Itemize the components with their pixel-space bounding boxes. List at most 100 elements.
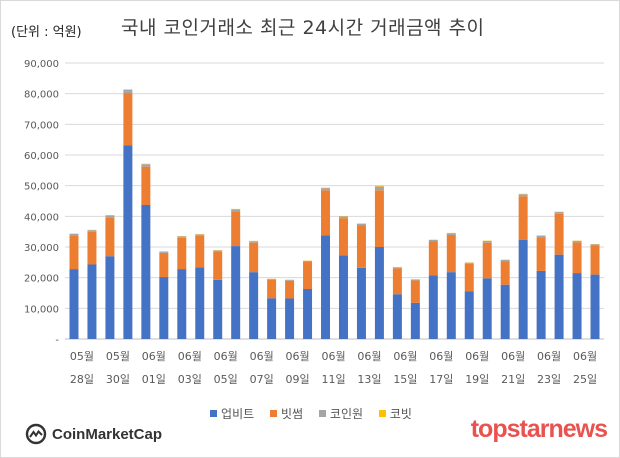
bar-segment xyxy=(141,164,151,167)
bar-segment xyxy=(141,204,151,339)
bar-segment xyxy=(285,280,295,299)
bar-segment xyxy=(267,279,277,299)
y-tick-label: 60,000 xyxy=(24,151,59,162)
bar-segment xyxy=(267,298,277,339)
bar-segment xyxy=(428,275,438,339)
bar-segment xyxy=(428,241,438,276)
bar-segment xyxy=(536,235,546,238)
bar-segment xyxy=(356,223,366,226)
bar-segment xyxy=(69,269,79,339)
bar-segment xyxy=(249,242,259,273)
legend-item-korbit: 코빗 xyxy=(378,405,412,422)
bar-segment xyxy=(500,261,510,285)
bar-segment xyxy=(303,260,313,263)
bar-segment xyxy=(249,241,259,243)
bar-segment xyxy=(69,235,79,270)
bar-segment xyxy=(500,259,510,262)
legend-item-bithumb: 빗썸 xyxy=(269,405,304,422)
x-tick-label-month: 06월 xyxy=(393,350,417,363)
coinmarketcap-logo-icon xyxy=(25,423,47,445)
y-tick-label: 20,000 xyxy=(24,274,59,285)
bar-segment xyxy=(213,251,223,280)
bar-segment xyxy=(177,269,187,339)
legend-swatch xyxy=(318,410,326,417)
bar-segment xyxy=(195,234,205,236)
bar-segment xyxy=(159,252,169,278)
y-tick-label: 30,000 xyxy=(24,243,59,254)
x-tick-label-day: 30일 xyxy=(106,372,130,386)
bar-segment xyxy=(572,242,582,274)
bar-segment xyxy=(392,294,402,339)
legend-label: 업비트 xyxy=(221,407,255,421)
topstarnews-logo: topstarnews xyxy=(470,415,608,443)
x-tick-label-month: 06월 xyxy=(321,350,345,363)
bar-segment xyxy=(177,236,187,238)
bar-segment xyxy=(428,239,438,242)
bar-segment xyxy=(123,89,133,90)
bar-segment xyxy=(321,235,331,339)
bar-segment xyxy=(195,235,205,268)
legend-swatch xyxy=(210,410,218,417)
legend-item-coinone: 코인원 xyxy=(318,405,364,422)
bar-segment xyxy=(249,272,259,339)
bar-segment xyxy=(482,278,492,339)
x-tick-label-month: 05월 xyxy=(70,350,94,363)
bar-segment xyxy=(231,209,241,212)
bar-segment xyxy=(87,264,97,339)
x-tick-label-day: 19일 xyxy=(465,372,489,386)
bar-segment xyxy=(303,262,313,290)
bar-segment xyxy=(105,256,115,339)
x-tick-label-day: 05일 xyxy=(214,372,238,386)
bar-segment xyxy=(141,166,151,205)
bar-segment xyxy=(554,213,564,255)
bar-segment xyxy=(554,254,564,339)
x-tick-label-day: 28일 xyxy=(70,372,94,386)
x-tick-label-day: 09일 xyxy=(286,372,310,386)
bar-segment xyxy=(195,267,205,339)
legend-label: 코빗 xyxy=(389,407,412,421)
x-tick-label-day: 13일 xyxy=(357,372,381,386)
bar-segment xyxy=(518,239,528,339)
bar-segment xyxy=(374,247,384,339)
bar-segment xyxy=(231,211,241,247)
bar-segment xyxy=(123,93,133,146)
y-tick-label: 90,000 xyxy=(24,59,59,70)
bar-segment xyxy=(338,216,348,219)
x-tick-label-day: 23일 xyxy=(537,372,561,386)
bar-segment xyxy=(69,233,79,236)
unit-label: (단위 : 억원) xyxy=(11,25,82,40)
x-tick-label-day: 15일 xyxy=(393,372,417,386)
bar-segment xyxy=(536,237,546,271)
bar-segment xyxy=(590,244,600,246)
bar-segment xyxy=(572,240,582,243)
bar-segment xyxy=(590,245,600,275)
bar-segment xyxy=(464,262,474,264)
x-tick-label-month: 06월 xyxy=(286,350,310,363)
coinmarketcap-brand: CoinMarketCap xyxy=(25,423,162,445)
bar-segment xyxy=(267,278,277,280)
bar-segment xyxy=(123,89,133,94)
legend-label: 코인원 xyxy=(329,407,364,421)
x-tick-label-month: 06월 xyxy=(537,350,561,363)
x-tick-label-month: 06월 xyxy=(250,350,274,363)
x-tick-label-month: 06월 xyxy=(501,350,525,363)
bar-segment xyxy=(482,240,492,243)
x-tick-label-day: 11일 xyxy=(321,372,345,386)
bar-segment xyxy=(159,251,169,253)
bar-segment xyxy=(321,190,331,236)
x-tick-label-day: 07일 xyxy=(250,372,274,386)
bar-segment xyxy=(338,255,348,339)
bar-segment xyxy=(518,196,528,240)
chart-legend: 업비트 빗썸 코인원 코빗 xyxy=(1,405,619,422)
bar-segment xyxy=(410,302,420,339)
legend-label: 빗썸 xyxy=(280,407,304,421)
bar-segment xyxy=(356,267,366,339)
x-tick-label-day: 21일 xyxy=(501,372,525,386)
bar-segment xyxy=(392,268,402,295)
bar-segment xyxy=(231,246,241,339)
bar-segment xyxy=(410,280,420,303)
bar-segment xyxy=(446,235,456,273)
legend-swatch xyxy=(269,410,277,417)
chart-title: 국내 코인거래소 최근 24시간 거래금액 추이 xyxy=(121,17,485,39)
y-tick-label: 70,000 xyxy=(24,120,59,131)
